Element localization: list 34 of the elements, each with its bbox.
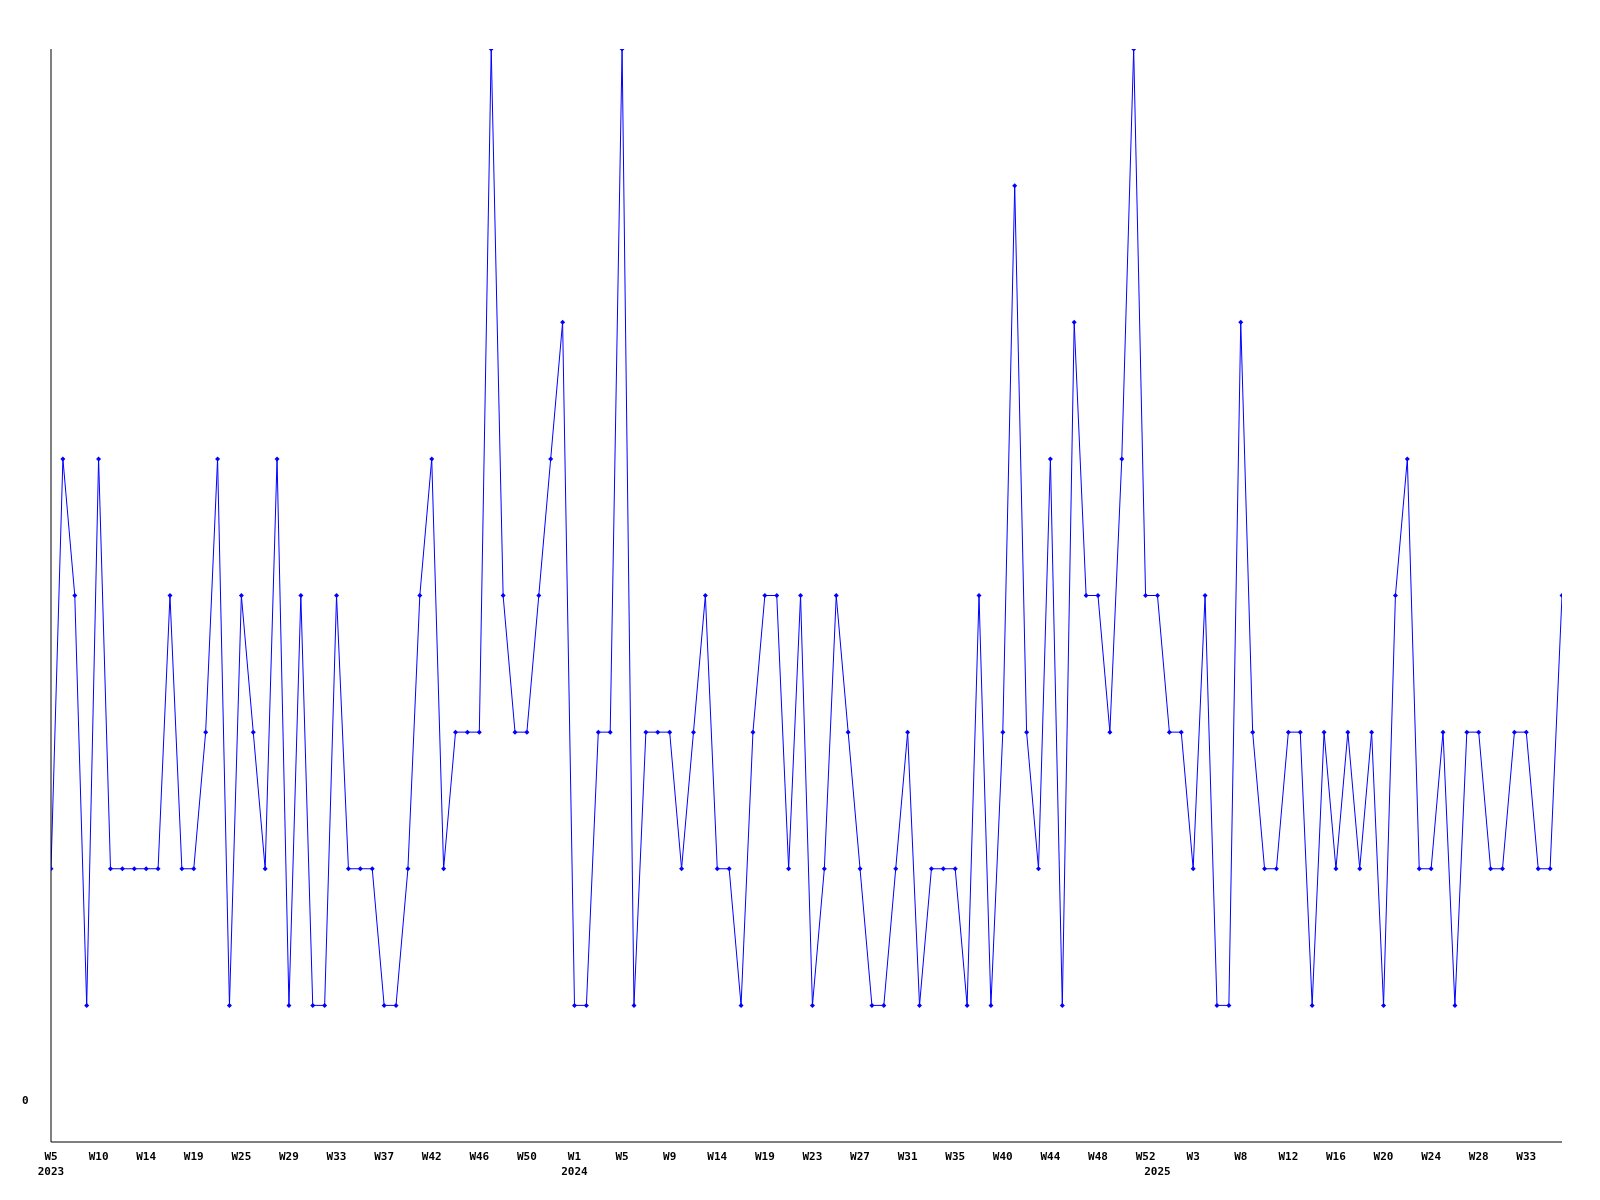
x-tick-label: W5	[615, 1150, 629, 1163]
x-tick-label: W35	[945, 1150, 966, 1163]
x-tick-label: W5 2023	[37, 1150, 65, 1178]
x-tick-label: W3	[1186, 1150, 1200, 1163]
x-tick-label: W12	[1278, 1150, 1299, 1163]
x-tick-label: W28	[1468, 1150, 1489, 1163]
x-tick-label: W27	[850, 1150, 870, 1163]
x-tick-label: W23	[802, 1150, 823, 1163]
x-tick-label: W29	[279, 1150, 299, 1163]
x-tick-label: W20	[1373, 1150, 1394, 1163]
x-tick-label: W48	[1088, 1150, 1108, 1163]
x-tick-label: W31	[897, 1150, 918, 1163]
x-tick-label: W50	[516, 1150, 537, 1163]
x-tick-label: W37	[374, 1150, 395, 1163]
x-tick-label: W42	[421, 1150, 442, 1163]
x-tick-label: W52	[1135, 1150, 1156, 1163]
x-tick-label: W33	[326, 1150, 347, 1163]
x-tick-label: W10	[88, 1150, 109, 1163]
x-tick-label: 2025	[1144, 1165, 1171, 1178]
x-tick-label: W14	[707, 1150, 728, 1163]
x-tick-label: W24	[1421, 1150, 1442, 1163]
x-tick-label: W19	[754, 1150, 775, 1163]
x-tick-label: W44	[1040, 1150, 1061, 1163]
text: 0	[22, 1094, 29, 1107]
x-tick-label: W9	[663, 1150, 677, 1163]
x-tick-label: W25	[231, 1150, 252, 1163]
x-tick-label: W14	[136, 1150, 157, 1163]
x-tick-label: W19	[183, 1150, 204, 1163]
x-tick-label: W1 2024	[561, 1150, 589, 1178]
x-tick-label: W40	[992, 1150, 1013, 1163]
x-tick-label: W33	[1516, 1150, 1537, 1163]
x-tick-label: W8	[1234, 1150, 1248, 1163]
x-tick-label: W46	[469, 1150, 490, 1163]
x-tick-label: W16	[1326, 1150, 1347, 1163]
